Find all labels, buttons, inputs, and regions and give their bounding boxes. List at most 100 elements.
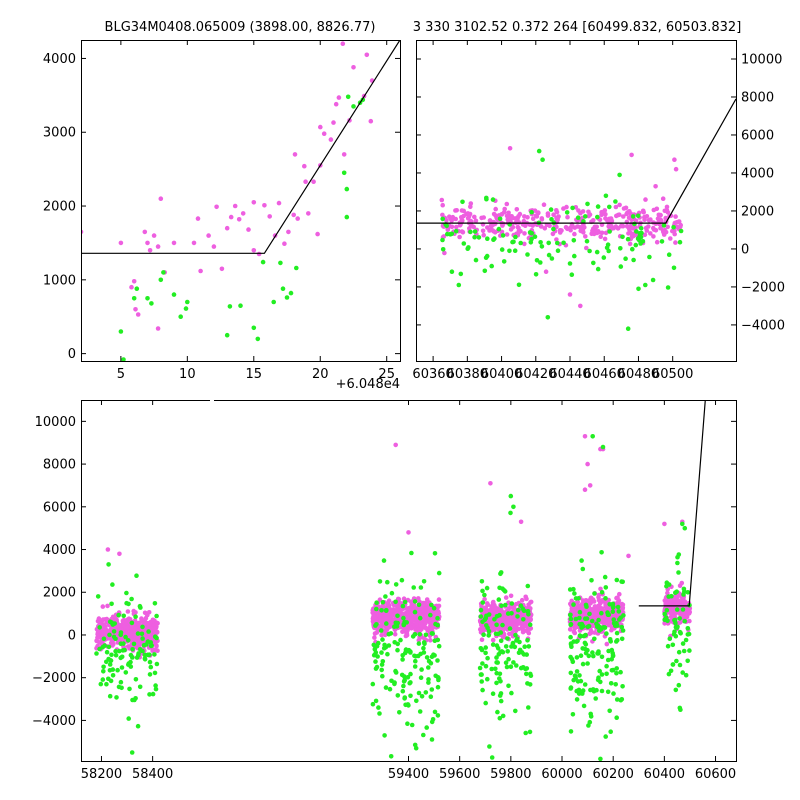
tl-magenta-point [311, 179, 316, 184]
tr-green-point [636, 286, 641, 292]
tr-magenta-point [468, 201, 474, 206]
b-green-point [570, 712, 576, 717]
b-magenta-point [571, 608, 576, 613]
b-green-point [370, 701, 376, 707]
tl-green-point [260, 259, 266, 265]
b-green-point [374, 606, 379, 612]
bottom-plot: 58200 58400 59400 59600 59800 60000 60200 60400… [32, 396, 737, 782]
tr-magenta-point [672, 231, 677, 237]
b-green-point [119, 685, 124, 691]
b-green-point [373, 698, 379, 704]
b-green-point [481, 632, 486, 637]
tr-green-point [483, 255, 489, 260]
b-green-point [490, 691, 496, 696]
b-green-point [527, 622, 533, 627]
tr-magenta-point [442, 250, 447, 256]
b-magenta-point [436, 603, 442, 609]
b-green-point [508, 510, 513, 516]
b-magenta-point [132, 637, 138, 642]
b-green-point [511, 660, 516, 665]
b-magenta-point [400, 629, 405, 634]
b-green-point [129, 596, 134, 602]
b-magenta-point [687, 609, 692, 615]
b-green-point [115, 667, 120, 673]
tl-green-point [183, 306, 189, 311]
b-green-point [499, 603, 504, 609]
tl-magenta-point [336, 95, 342, 100]
b-green-point [432, 709, 438, 715]
b-green-point [494, 622, 499, 628]
tr-green-point [671, 225, 676, 230]
tr-green-point [546, 252, 552, 258]
tr-magenta-point [473, 218, 479, 223]
b-green-point [423, 690, 429, 695]
tr-green-point [631, 257, 636, 263]
b-green-point [386, 631, 392, 637]
b-green-point [436, 676, 441, 681]
b-green-point [613, 682, 618, 687]
tl-green-point [294, 265, 299, 271]
tr-magenta-point [678, 222, 683, 228]
b-magenta-point [406, 611, 412, 616]
b-green-point [583, 650, 589, 656]
tr-magenta-point [651, 234, 656, 239]
b-green-point [428, 612, 433, 618]
tr-magenta-point [542, 226, 548, 231]
b-green-point [113, 648, 118, 654]
tr-green-point [551, 226, 556, 232]
b-green-point [620, 684, 625, 689]
b-magenta-point [110, 641, 116, 647]
b-magenta-point [496, 618, 502, 624]
b-green-point [381, 558, 387, 563]
b-magenta-point [103, 628, 108, 633]
tr-green-point [473, 257, 479, 263]
b-magenta-point [619, 601, 625, 607]
b-green-point [485, 676, 490, 682]
tr-ytick-label: 4000 [741, 166, 774, 181]
b-green-point [596, 675, 601, 680]
b-magenta-point [585, 461, 590, 467]
b-green-point [568, 616, 574, 622]
tr-magenta-point [626, 215, 632, 221]
b-green-point [672, 618, 677, 623]
b-magenta-point [405, 628, 410, 633]
tr-green-point [466, 245, 471, 250]
b-green-point [100, 677, 106, 682]
tl-magenta-point [240, 211, 246, 216]
b-green-point [611, 617, 616, 622]
tl-magenta-point [303, 179, 308, 184]
b-green-point [133, 614, 138, 619]
tr-magenta-point [565, 214, 570, 220]
tr-magenta-point [440, 202, 446, 208]
b-green-point [676, 570, 681, 575]
tr-green-point [527, 230, 533, 235]
tl-ytick-label: 3000 [43, 126, 76, 141]
b-green-point [412, 609, 418, 615]
top-left-offset-label: +6.048e4 [336, 377, 400, 392]
b-green-point [124, 600, 129, 606]
tl-magenta-point [133, 307, 138, 312]
b-magenta-point [149, 626, 154, 632]
tr-green-point [572, 253, 577, 259]
b-green-point [373, 659, 378, 664]
tl-magenta-point [246, 227, 251, 232]
tr-green-point [607, 204, 612, 210]
b-green-point [578, 653, 584, 658]
b-green-point [122, 647, 127, 653]
tl-green-point [121, 357, 126, 361]
b-magenta-point [124, 618, 129, 623]
tr-magenta-point [668, 236, 673, 241]
tr-green-point [460, 199, 465, 205]
b-magenta-point [675, 599, 680, 605]
b-magenta-point [609, 627, 614, 633]
tr-magenta-point [561, 206, 566, 211]
b-green-point [392, 680, 397, 685]
tr-magenta-point [653, 228, 659, 233]
b-green-point [599, 610, 604, 616]
tr-magenta-point [514, 217, 519, 223]
b-green-point [373, 650, 379, 655]
b-green-point [522, 644, 527, 649]
b-green-point [402, 696, 407, 701]
tr-points [439, 146, 684, 332]
tr-green-point [591, 260, 596, 266]
